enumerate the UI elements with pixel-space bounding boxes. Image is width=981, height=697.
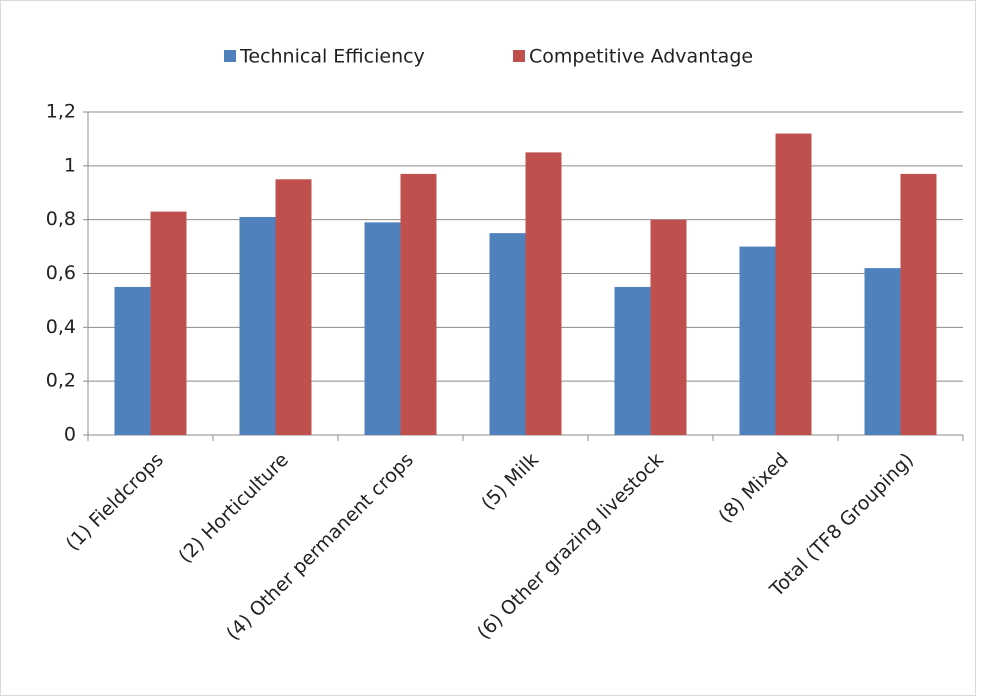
bar [364,222,401,435]
legend-swatch [513,50,525,62]
bar [775,133,812,436]
y-tick-label: 0,2 [46,370,76,392]
bar [239,216,276,435]
bar [614,286,651,435]
bar [150,211,187,435]
bar [114,286,151,435]
y-tick-label: 0,6 [46,262,76,284]
y-tick-label: 1 [64,154,76,176]
bar [400,173,437,436]
legend-swatch [224,50,236,62]
bar [864,268,901,435]
legend-label: Competitive Advantage [529,46,753,68]
y-tick-label: 0,4 [46,316,76,338]
y-tick-label: 1,2 [46,101,76,123]
bar [489,233,526,435]
bar [275,179,312,435]
y-tick-label: 0 [64,424,76,446]
bar [525,152,562,435]
y-tick-label: 0,8 [46,208,76,230]
bar [739,246,776,435]
legend-label: Technical Efficiency [239,46,425,68]
bar [900,173,937,436]
bar [650,219,687,435]
